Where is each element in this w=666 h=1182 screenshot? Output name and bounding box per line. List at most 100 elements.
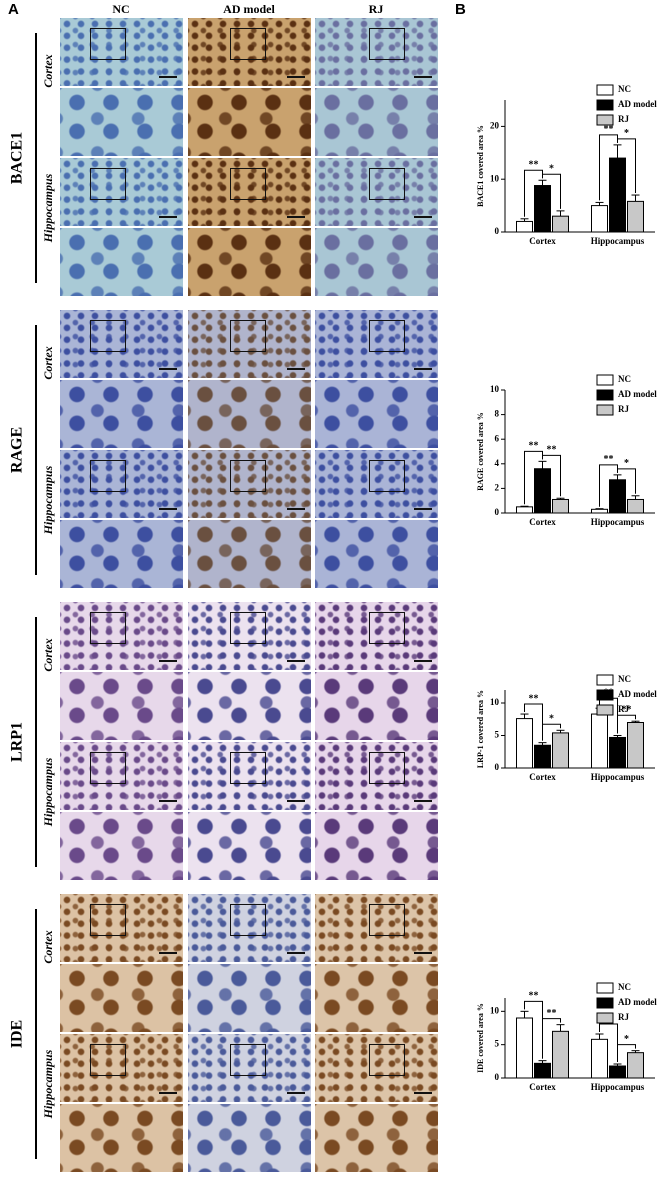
micrograph <box>315 894 438 962</box>
significance-label: * <box>624 458 629 469</box>
y-axis-label: LRP-1 covered area % <box>476 690 485 768</box>
micrograph <box>315 158 438 226</box>
micrograph <box>315 380 438 448</box>
legend-swatch <box>596 997 614 1009</box>
legend-swatch <box>596 982 614 994</box>
scale-bar <box>159 660 177 662</box>
scale-bar <box>287 1092 305 1094</box>
zoom-box <box>230 460 266 492</box>
x-tick-label: Hippocampus <box>591 1082 645 1092</box>
panel-label: B <box>455 1 466 18</box>
bar <box>516 718 533 769</box>
significance-label: ** <box>547 445 557 456</box>
legend-label: AD model <box>618 997 657 1007</box>
legend-label: AD model <box>618 689 657 699</box>
legend-label: RJ <box>618 704 629 714</box>
zoom-box <box>90 752 126 784</box>
bar <box>609 157 626 233</box>
micrograph <box>315 310 438 378</box>
scale-bar <box>159 508 177 510</box>
significance-label: ** <box>529 160 539 171</box>
zoom-box <box>230 612 266 644</box>
scale-bar <box>287 800 305 802</box>
micrograph <box>188 520 311 588</box>
bar <box>591 508 608 514</box>
y-tick-label: 10 <box>490 1005 500 1015</box>
y-tick-label: 4 <box>495 458 500 468</box>
legend-label: NC <box>618 982 631 992</box>
region-label: Hippocampus <box>41 1049 55 1119</box>
bar <box>534 1062 551 1079</box>
scale-bar <box>287 216 305 218</box>
scale-bar <box>159 368 177 370</box>
legend-swatch <box>596 1012 614 1024</box>
legend-swatch <box>596 674 614 686</box>
zoom-box <box>90 460 126 492</box>
legend-swatch <box>596 84 614 96</box>
legend-label: AD model <box>618 389 657 399</box>
micrograph <box>60 1034 183 1102</box>
region-label: Hippocampus <box>41 757 55 827</box>
legend-label: RJ <box>618 404 629 414</box>
micrograph <box>315 1034 438 1102</box>
stain-label: RAGE <box>9 427 26 473</box>
y-tick-label: 0 <box>495 226 500 236</box>
x-tick-label: Cortex <box>529 517 556 527</box>
micrograph <box>315 742 438 810</box>
bar <box>552 215 569 233</box>
scale-bar <box>287 660 305 662</box>
y-tick-label: 0 <box>495 762 500 772</box>
region-label: Hippocampus <box>41 173 55 243</box>
zoom-box <box>90 612 126 644</box>
micrograph <box>188 964 311 1032</box>
significance-label: ** <box>529 693 539 704</box>
y-tick-label: 10 <box>490 697 500 707</box>
zoom-box <box>369 168 405 200</box>
x-tick-label: Cortex <box>529 236 556 246</box>
scale-bar <box>159 1092 177 1094</box>
column-header: NC <box>112 2 129 16</box>
zoom-box <box>90 904 126 936</box>
micrograph <box>60 672 183 740</box>
zoom-box <box>230 1044 266 1076</box>
bar <box>552 1030 569 1079</box>
x-tick-label: Hippocampus <box>591 772 645 782</box>
y-tick-label: 6 <box>495 433 500 443</box>
zoom-box <box>90 320 126 352</box>
y-axis-label: RAGE covered area % <box>476 412 485 491</box>
bar <box>516 1017 533 1079</box>
micrograph <box>60 310 183 378</box>
micrograph <box>315 228 438 296</box>
scale-bar <box>159 76 177 78</box>
stain-label: BACE1 <box>9 132 26 184</box>
bar <box>609 1065 626 1079</box>
bar <box>627 1052 644 1079</box>
zoom-box <box>230 28 266 60</box>
scale-bar <box>287 952 305 954</box>
scale-bar <box>287 368 305 370</box>
significance-label: ** <box>604 124 614 135</box>
micrograph <box>60 228 183 296</box>
scale-bar <box>414 368 432 370</box>
micrograph <box>188 310 311 378</box>
bar <box>591 1038 608 1079</box>
micrograph <box>188 228 311 296</box>
zoom-box <box>230 168 266 200</box>
bar <box>552 732 569 769</box>
bar <box>516 506 533 514</box>
zoom-box <box>369 320 405 352</box>
significance-label: ** <box>529 441 539 452</box>
micrograph <box>315 88 438 156</box>
scale-bar <box>159 800 177 802</box>
micrograph <box>188 1104 311 1172</box>
significance-bracket <box>542 454 561 497</box>
micrograph <box>188 1034 311 1102</box>
micrograph <box>60 88 183 156</box>
column-header: RJ <box>369 2 384 16</box>
bar <box>609 736 626 769</box>
micrograph <box>60 812 183 880</box>
micrograph <box>60 380 183 448</box>
significance-label: * <box>549 714 554 725</box>
y-tick-label: 20 <box>490 120 500 130</box>
